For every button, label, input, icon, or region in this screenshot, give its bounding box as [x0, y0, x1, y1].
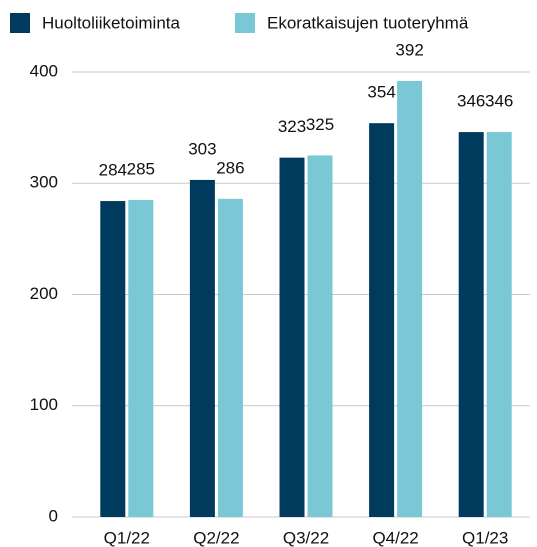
- data-label: 392: [395, 40, 423, 59]
- bar: [217, 198, 243, 517]
- bar: [397, 80, 423, 518]
- data-label: 284: [99, 161, 127, 180]
- data-label: 323: [278, 117, 306, 136]
- legend-swatch: [10, 13, 30, 33]
- bar: [128, 199, 154, 517]
- legend-swatch: [235, 13, 255, 33]
- y-tick-label: 400: [30, 61, 58, 80]
- bar: [458, 132, 484, 517]
- data-label: 346: [485, 92, 513, 111]
- data-label: 286: [216, 158, 244, 177]
- y-tick-label: 200: [30, 284, 58, 303]
- data-label: 285: [127, 159, 155, 178]
- x-tick-label: Q2/22: [193, 528, 239, 547]
- legend-label: Ekoratkaisujen tuoteryhmä: [267, 13, 469, 32]
- data-label: 325: [306, 115, 334, 134]
- y-tick-label: 0: [49, 506, 58, 525]
- y-tick-label: 300: [30, 173, 58, 192]
- bar: [279, 157, 305, 517]
- bar: [100, 201, 126, 518]
- x-tick-label: Q3/22: [283, 528, 329, 547]
- y-tick-label: 100: [30, 395, 58, 414]
- legend-label: Huoltoliiketoiminta: [42, 13, 180, 32]
- x-tick-label: Q1/23: [462, 528, 508, 547]
- data-label: 303: [188, 139, 216, 158]
- bar: [189, 179, 215, 517]
- bar: [369, 123, 395, 518]
- data-label: 346: [457, 92, 485, 111]
- bar: [486, 132, 512, 517]
- data-label: 354: [367, 83, 395, 102]
- x-tick-label: Q1/22: [104, 528, 150, 547]
- x-tick-label: Q4/22: [372, 528, 418, 547]
- bar: [307, 155, 333, 517]
